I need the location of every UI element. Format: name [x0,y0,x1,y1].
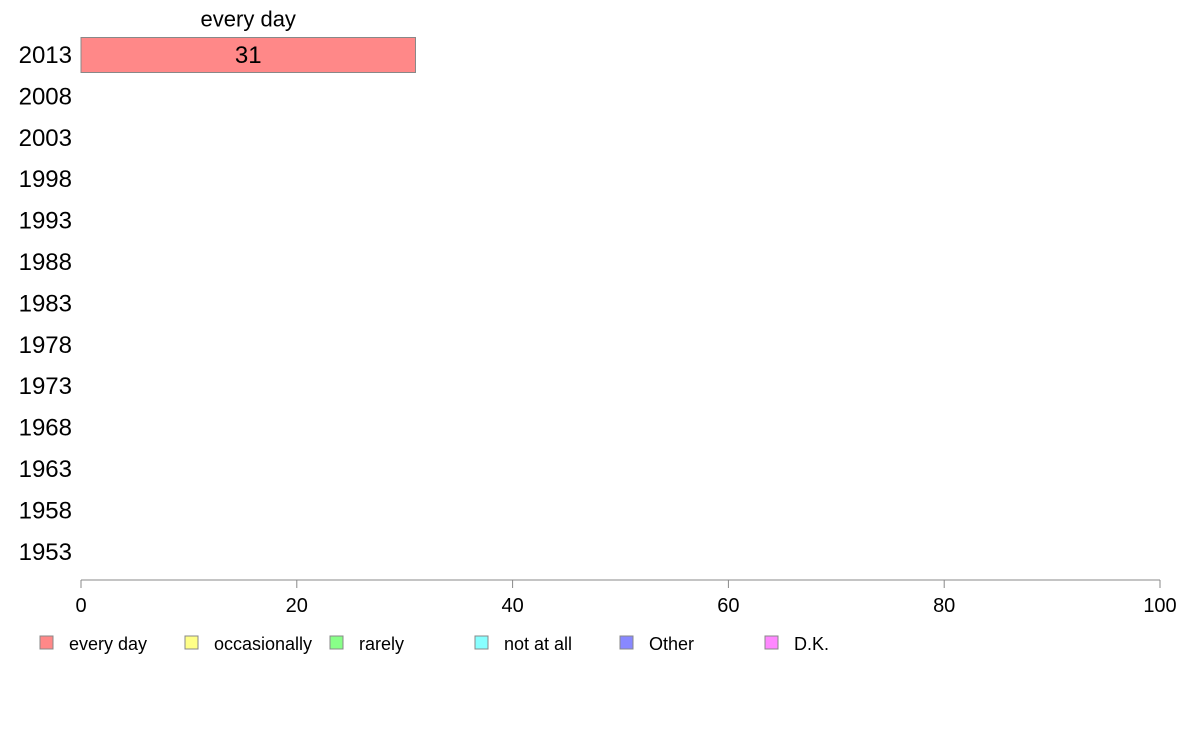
x-tick-label-80: 80 [933,595,955,617]
x-tick-label-0: 0 [75,595,86,617]
legend-label-every-day: every day [69,634,147,654]
legend-label-d-k: D.K. [794,634,829,654]
legend-swatch-every-day [39,635,54,650]
x-tick-label-100: 100 [1143,595,1176,617]
year-label-2003: 2003 [19,125,72,152]
legend-swatch-occasionally [184,635,199,650]
legend-label-other: Other [649,634,694,654]
legend-swatch-rarely [329,635,344,650]
year-label-1988: 1988 [19,249,72,276]
x-tick-label-60: 60 [717,595,739,617]
legend-swatch-not-at-all [474,635,489,650]
year-label-1998: 1998 [19,166,72,193]
x-tick-label-40: 40 [501,595,523,617]
legend-swatch-d-k [764,635,779,650]
year-label-1953: 1953 [19,539,72,566]
legend-label-not-at-all: not at all [504,634,572,654]
year-label-1993: 1993 [19,208,72,235]
bars: 31 every day [80,7,416,73]
year-label-2013: 2013 [19,42,72,69]
segment-title: every day [201,7,296,32]
year-label-1973: 1973 [19,373,72,400]
year-label-1968: 1968 [19,415,72,442]
x-tick-label-20: 20 [286,595,308,617]
year-label-1983: 1983 [19,290,72,317]
bar-value-label-2013-every-day: 31 [235,42,262,69]
year-labels: 2013 2008 2003 1998 1993 1988 1983 1978 1973 1968… [19,42,72,566]
x-axis: 0 20 40 60 80 100 [75,579,1177,617]
legend: every day occasionally rarely not at all Oth… [39,634,829,654]
year-label-2008: 2008 [19,83,72,110]
legend-label-occasionally: occasionally [214,634,312,654]
legend-swatch-other [619,635,634,650]
year-label-1963: 1963 [19,456,72,483]
bar-2013-every-day [80,37,416,73]
legend-label-rarely: rarely [359,634,404,654]
year-label-1958: 1958 [19,497,72,524]
year-label-1978: 1978 [19,332,72,359]
